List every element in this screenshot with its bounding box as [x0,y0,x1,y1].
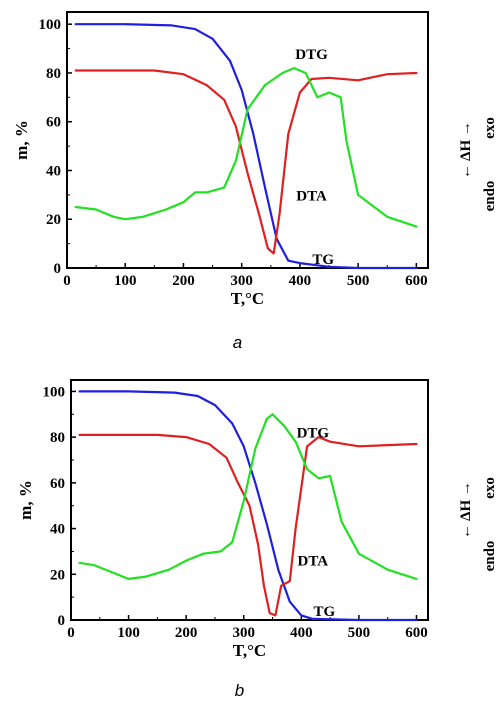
chart-panel-a: 0 100 200 300 400 500 600 0 20 40 60 80 100 T,°C m, % T… [12,11,498,352]
series-line-dtg [78,433,418,617]
right-axis-dh-label: ← ΔH → [458,481,474,539]
plot-frame [66,11,429,269]
series-label-dtg: DTG [295,47,328,63]
plot-frame [70,379,429,621]
y-tick-label: 60 [46,115,61,131]
series-label-tg: TG [312,252,334,268]
right-axis-endo-label: endo [482,541,498,572]
y-axis-label: m, % [12,120,31,160]
right-axis-dh-label: ← ΔH → [458,121,474,179]
series-label-dta: DTA [296,189,327,205]
series-line-tg [78,390,418,622]
series-line-tg [74,23,418,270]
y-axis-label: m, % [16,480,35,520]
right-axis-exo-label: exo [482,477,498,499]
series-label-dtg: DTG [297,426,330,442]
series-label-dta: DTA [298,554,329,570]
x-tick-label: 600 [405,273,428,289]
x-tick-label: 200 [175,625,198,641]
y-tick-label: 60 [50,476,65,492]
y-tick-label: 40 [46,163,61,179]
y-tick-label: 100 [39,17,62,33]
panel-caption: b [235,681,244,700]
x-tick-label: 500 [348,625,371,641]
y-tick-label: 0 [54,261,62,277]
right-axis-exo-label: exo [482,117,498,139]
series-line-dta [74,66,418,228]
y-tick-label: 20 [50,567,65,583]
x-axis-label: T,°C [231,289,264,308]
right-axis-endo-label: endo [482,181,498,212]
series-line-dta [78,413,418,581]
x-tick-label: 100 [117,625,140,641]
y-tick-label: 80 [50,430,65,446]
x-tick-label: 0 [63,273,71,289]
x-tick-label: 400 [290,625,313,641]
x-tick-label: 0 [67,625,75,641]
x-tick-label: 500 [347,273,370,289]
x-tick-label: 200 [172,273,195,289]
x-tick-label: 300 [230,273,253,289]
x-tick-label: 400 [289,273,312,289]
chart-panel-b: 0 100 200 300 400 500 600 0 20 40 60 80 100 T,°C m, % T… [16,379,498,700]
y-tick-label: 0 [58,613,66,629]
x-tick-label: 600 [405,625,428,641]
y-tick-label: 40 [50,522,65,538]
y-tick-label: 100 [43,384,66,400]
series-line-dtg [74,69,418,255]
y-tick-label: 20 [46,212,61,228]
y-tick-label: 80 [46,66,61,82]
series-label-tg: TG [314,604,336,620]
x-axis-label: T,°C [233,641,266,660]
x-tick-label: 300 [232,625,255,641]
x-tick-label: 100 [114,273,137,289]
panel-caption: a [233,333,242,352]
